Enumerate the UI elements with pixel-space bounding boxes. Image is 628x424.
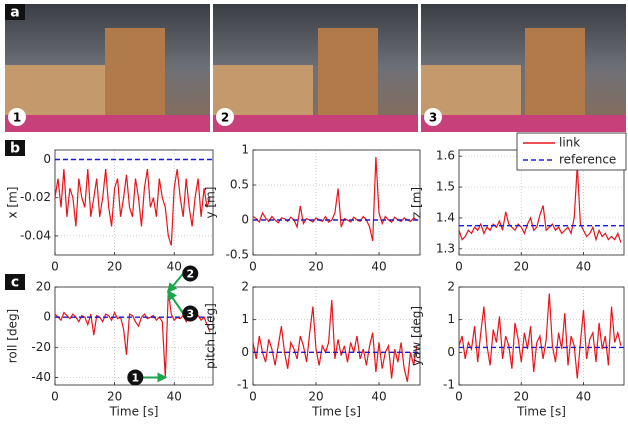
y-tick-label: -1 — [237, 378, 249, 392]
series-line — [54, 291, 211, 378]
y-tick-label: -20 — [31, 340, 51, 354]
photo-label-circle — [216, 108, 234, 126]
chart: -0.500.510 20 40y [m] — [204, 143, 421, 274]
chart: -0.04 -0.02 0 0 20 40 x [m] — [6, 149, 214, 274]
annotation-label: 1 — [131, 371, 139, 384]
x-tick-label: 40 — [576, 260, 591, 274]
x-tick-label: 40 — [167, 260, 182, 274]
y-tick-label: 20 — [36, 280, 51, 294]
legend-label: link — [559, 136, 580, 150]
y-axis-label: x [m] — [6, 187, 20, 219]
x-tick-label: 0 — [51, 260, 59, 274]
annotation-circle — [182, 305, 199, 322]
legend-label: reference — [559, 153, 616, 167]
x-axis-label: Time [s] — [311, 405, 361, 419]
y-tick-label: 1.6 — [436, 149, 455, 163]
x-tick-label: 40 — [167, 390, 182, 404]
x-axis-label: Time [s] — [109, 405, 159, 419]
y-tick-label: 0 — [241, 213, 249, 227]
y-tick-label: 0 — [241, 345, 249, 359]
x-tick-label: 40 — [371, 390, 386, 404]
y-tick-label: -0.04 — [20, 228, 51, 242]
y-axis-label: y [m] — [204, 187, 218, 219]
plot-frame — [458, 286, 625, 386]
y-tick-label: -0.02 — [20, 190, 51, 204]
annotation-label: 2 — [186, 268, 194, 281]
x-tick-label: 20 — [308, 260, 323, 274]
y-tick-label: 0 — [447, 345, 455, 359]
legend-box — [516, 132, 627, 171]
y-tick-label: 1.4 — [436, 210, 455, 224]
y-axis-label: pitch [deg] — [204, 303, 218, 369]
y-axis-label: z [m] — [410, 187, 424, 218]
photo-label-circle — [8, 108, 26, 126]
y-tick-label: 0 — [43, 152, 51, 166]
x-tick-label: 20 — [107, 260, 122, 274]
x-tick-label: 40 — [576, 390, 591, 404]
panel-label: c — [11, 275, 19, 291]
chart: -40 -20 0 20 0 20 40 roll [deg] Time [s] 1 2 3 — [6, 265, 214, 419]
photo — [213, 4, 418, 132]
y-tick-label: -0.5 — [226, 248, 249, 262]
photos — [5, 4, 626, 132]
panel-label: b — [10, 141, 20, 157]
x-tick-label: 20 — [514, 260, 529, 274]
x-tick-label: 0 — [249, 260, 257, 274]
y-axis-label: yaw [deg] — [410, 306, 424, 366]
y-tick-label: 0 — [43, 310, 51, 324]
annotation-circle — [127, 369, 144, 386]
annotation-arrow — [167, 289, 185, 315]
series-line — [252, 156, 418, 242]
photo-label: 1 — [13, 111, 21, 125]
series-line — [458, 165, 622, 243]
y-tick-label: 1.5 — [436, 180, 455, 194]
y-tick-label: 0.5 — [230, 178, 249, 192]
panel-label-box — [5, 140, 25, 156]
x-tick-label: 20 — [514, 390, 529, 404]
x-tick-label: 0 — [455, 390, 463, 404]
x-axis-label: Time [s] — [516, 405, 566, 419]
series-line — [54, 169, 211, 246]
y-axis-label: roll [deg] — [6, 309, 20, 363]
y-tick-label: 2 — [447, 280, 455, 294]
y-tick-label: -1 — [443, 378, 455, 392]
x-tick-label: 40 — [371, 260, 386, 274]
x-tick-label: 20 — [308, 390, 323, 404]
photo-label-circle — [424, 108, 442, 126]
y-tick-label: 1 — [241, 143, 249, 157]
series-line — [458, 293, 622, 379]
x-tick-label: 0 — [249, 390, 257, 404]
photo-label: 3 — [429, 111, 437, 125]
x-tick-label: 0 — [455, 260, 463, 274]
photo — [421, 4, 626, 132]
y-tick-label: 1 — [241, 312, 249, 326]
x-tick-label: 20 — [107, 390, 122, 404]
y-tick-label: -40 — [31, 370, 51, 384]
annotation-arrow — [167, 272, 185, 294]
panel-label-box — [5, 4, 25, 20]
annotation-circle — [182, 265, 199, 282]
panel-label: a — [10, 5, 19, 21]
plot-frame — [252, 149, 421, 256]
series-line — [252, 300, 418, 382]
y-tick-label: 2 — [241, 280, 249, 294]
photo — [5, 4, 210, 132]
panel-label-box — [5, 274, 25, 290]
y-tick-label: 1.3 — [436, 241, 455, 255]
chart: 1.3 1.4 1.5 1.6 0 20 40 z [m] link reference — [410, 132, 627, 274]
annotation-label: 3 — [186, 308, 194, 321]
photo-label: 2 — [221, 111, 229, 125]
plot-frame — [252, 286, 421, 386]
plot-frame — [54, 149, 214, 256]
x-tick-label: 0 — [51, 390, 59, 404]
y-tick-label: 1 — [447, 312, 455, 326]
